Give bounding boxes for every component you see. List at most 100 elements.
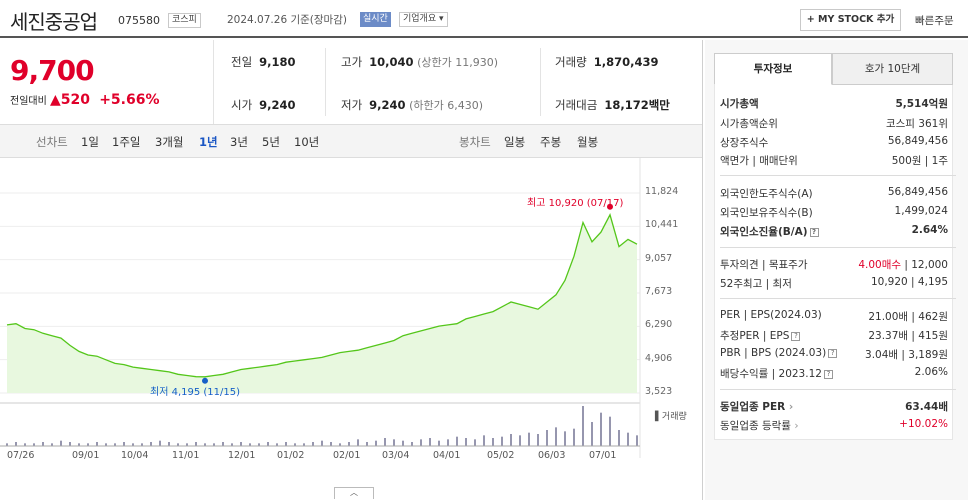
volume-bar [375,440,377,446]
est-per-value: 23.37배 | 415원 [868,330,948,342]
market-cap-value: 5,514억원 [895,98,948,110]
tab-monthly-candle[interactable]: 월봉 [577,135,599,149]
stock-code: 075580 [118,14,160,27]
stock-header: 세진중공업 075580 코스피 2024.07.26 기준(장마감) 실시간 … [0,0,968,38]
volume-bar [339,443,341,446]
x-tick-label: 12/01 [228,450,256,461]
tab-weekly-candle[interactable]: 주봉 [540,135,562,149]
volume-bar [294,443,296,446]
collapse-chart-button[interactable]: ︿ [334,487,374,499]
volume-bar [591,422,593,446]
x-tick-label: 09/01 [72,450,100,461]
sector-change-label[interactable]: 동일업종 등락률 › [720,418,799,433]
volume-label: 거래량 [555,55,587,69]
volume-bar [141,443,143,446]
x-tick-label: 11/01 [172,450,200,461]
chevron-right-icon: › [794,420,799,432]
volume-bar [204,443,206,446]
volume-bar [456,436,458,446]
up-triangle-icon: ▲ [50,92,61,108]
help-icon[interactable]: ? [809,227,819,237]
volume-bar [105,443,107,446]
volume-bar [312,442,314,446]
tab-3month[interactable]: 3개월 [155,135,184,149]
lower-limit: (하한가 6,430) [409,99,483,112]
volume-legend-label: 거래량 [661,412,687,422]
divider [325,48,326,116]
par-label: 액면가 | 매매단위 [720,155,798,167]
tab-1week[interactable]: 1주일 [112,135,141,149]
sector-per-label[interactable]: 동일업종 PER › [720,399,793,414]
tab-1day[interactable]: 1일 [81,135,99,149]
open-price: 시가 9,240 [231,97,296,113]
high-label: 고가 [341,55,363,69]
volume-bar [168,442,170,446]
volume-bar [474,439,476,446]
volume-bar [537,434,539,446]
tab-1year[interactable]: 1년 [199,135,218,149]
price-compare: 전일대비 ▲520 +5.66% [10,92,160,108]
foreign-hold-label: 외국인보유주식수(B) [720,207,813,219]
volume-bar [51,443,53,446]
pbr-label: PBR | BPS (2024.03)? [720,347,838,359]
price-area [7,214,637,393]
volume-bar [393,439,395,446]
y-tick-label: 3,523 [645,386,673,397]
current-price: 9,700 [10,54,95,87]
per-value: 21.00배 | 462원 [868,311,948,323]
volume-bar [276,443,278,446]
help-icon[interactable]: ? [828,348,838,358]
y-tick-label: 4,906 [645,352,673,364]
volume-bar [177,443,179,446]
divider [540,48,541,116]
volume-bar [15,442,17,446]
x-tick-label: 01/02 [277,450,305,461]
chevron-right-icon: › [788,401,794,413]
company-name: 세진중공업 [10,10,98,34]
foreign-limit-value: 56,849,456 [887,186,948,198]
tab-10year[interactable]: 10년 [294,135,320,149]
volume-bar [6,443,8,446]
tab-3year[interactable]: 3년 [230,135,248,149]
y-tick-label: 9,057 [645,252,673,264]
help-icon[interactable]: ? [791,331,801,341]
volume-bar [258,443,260,446]
foreign-hold-value: 1,499,024 [894,205,948,217]
overview-dropdown[interactable]: 기업개요 ▾ [399,12,448,27]
trade-amount: 거래대금 18,172백만 [555,97,670,113]
sector-per-text: 동일업종 PER [720,401,786,413]
max-point [607,203,613,210]
my-stock-button[interactable]: + MY STOCK 추가 [800,9,901,31]
volume-legend: ▌거래량 [655,409,687,422]
volume-bar [528,432,530,446]
amount-label: 거래대금 [555,98,598,112]
volume-bar [411,442,413,446]
week52-value: 10,920 | 4,195 [870,276,948,288]
low-price: 저가 9,240 (하한가 6,430) [341,97,483,113]
volume-bar [132,443,134,446]
section-divider [720,175,956,176]
help-icon[interactable]: ? [823,369,833,379]
live-badge[interactable]: 실시간 [360,12,391,27]
quick-order-button[interactable]: 빠른주문 [915,15,954,27]
sector-per-value: 63.44배 [905,401,948,413]
open-label: 시가 [231,98,253,112]
tab-investment-info[interactable]: 투자정보 [714,53,832,85]
prev-close: 전일 9,180 [231,54,296,70]
tab-5year[interactable]: 5년 [262,135,280,149]
tab-order-book[interactable]: 호가 10단계 [832,53,953,85]
volume-bar [465,438,467,446]
open-value: 9,240 [259,98,296,112]
volume-bar [213,443,215,446]
sector-change-value: +10.02% [899,418,948,430]
dividend-label: 배당수익률 | 2023.12? [720,366,833,381]
volume: 거래량 1,870,439 [555,54,659,70]
volume-bar [546,430,548,446]
foreign-limit-label: 외국인한도주식수(A) [720,188,813,200]
cap-rank-label: 시가총액순위 [720,118,778,130]
foreign-ratio-value: 2.64% [911,224,948,236]
section-divider [720,298,956,299]
tab-daily-candle[interactable]: 일봉 [504,135,526,149]
volume-bar [582,406,584,446]
change-pct: +5.66% [99,92,160,108]
